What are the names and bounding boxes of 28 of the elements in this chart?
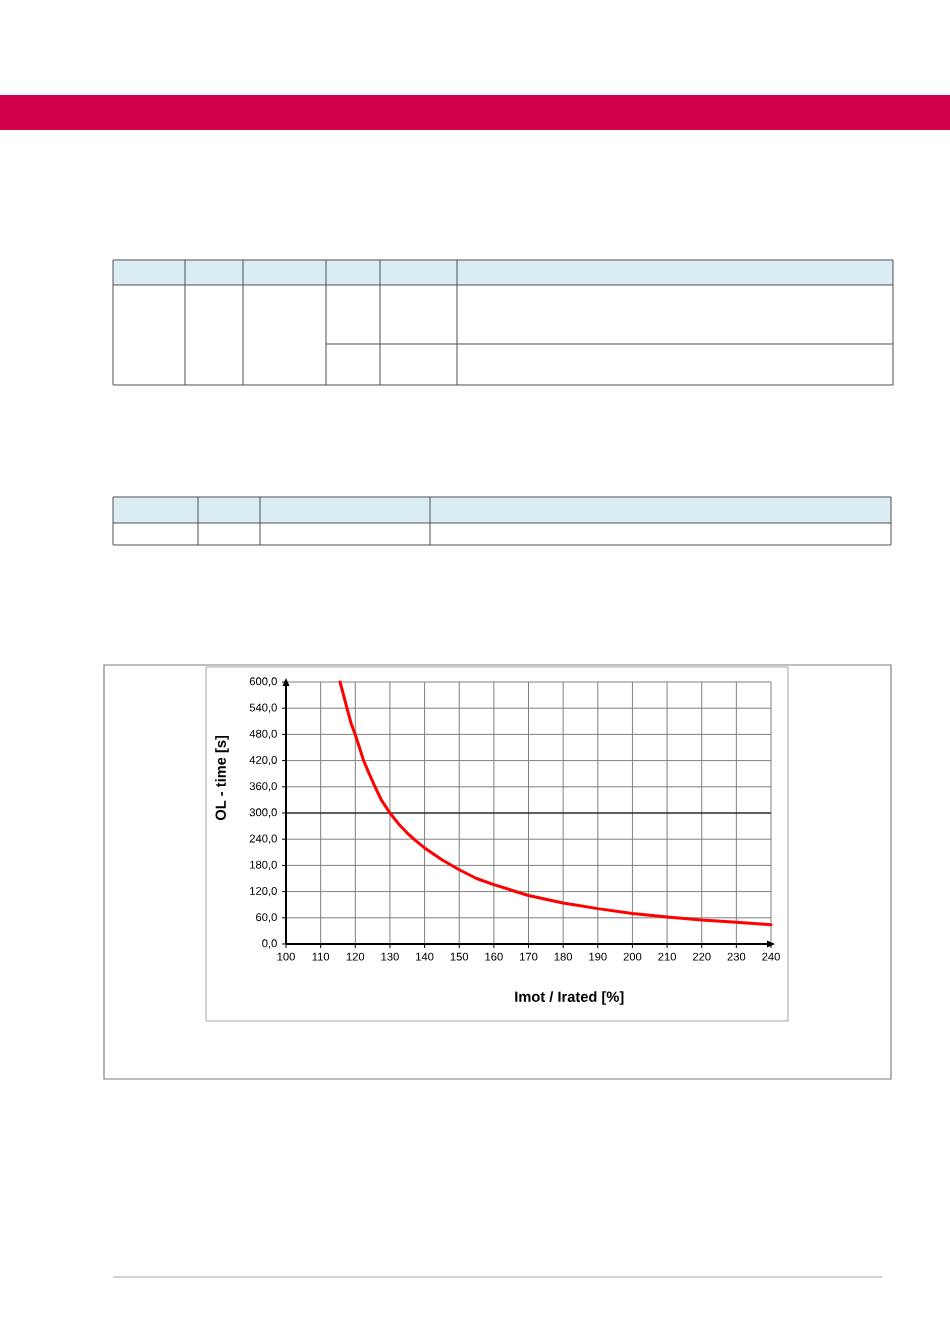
- y-tick-label: 180,0: [250, 860, 277, 871]
- y-tick-label: 600,0: [249, 677, 277, 687]
- y-tick-label: 300,0: [249, 808, 277, 818]
- x-tick-label: 200: [623, 952, 642, 961]
- y-tick-label: 240,0: [249, 834, 277, 844]
- x-tick-label: 190: [589, 952, 607, 961]
- y-tick-label: 480,0: [249, 729, 277, 740]
- x-tick-label: 120: [346, 952, 365, 961]
- y-axis-title: OL - time [s]: [215, 735, 229, 821]
- x-tick-label: 150: [450, 952, 469, 961]
- y-tick-label: 0,0: [262, 939, 277, 949]
- x-tick-label: 160: [485, 952, 503, 961]
- x-axis-title: Imot / Irated [%]: [515, 991, 624, 1005]
- x-tick-label: 170: [520, 952, 538, 961]
- x-tick-label: 140: [416, 952, 434, 961]
- y-tick-label: 60,0: [256, 913, 277, 923]
- y-tick-label: 120,0: [250, 886, 277, 897]
- y-tick-label: 540,0: [249, 703, 277, 713]
- y-tick-label: 420,0: [249, 755, 277, 766]
- x-tick-label: 110: [312, 952, 330, 961]
- x-tick-label: 130: [381, 952, 399, 961]
- y-tick-label: 360,0: [249, 782, 277, 792]
- x-tick-label: 210: [658, 952, 676, 961]
- x-tick-label: 230: [727, 952, 746, 961]
- x-tick-label: 100: [277, 952, 295, 961]
- x-tick-label: 180: [554, 952, 573, 961]
- x-tick-label: 240: [762, 952, 780, 961]
- x-tick-label: 220: [692, 952, 711, 961]
